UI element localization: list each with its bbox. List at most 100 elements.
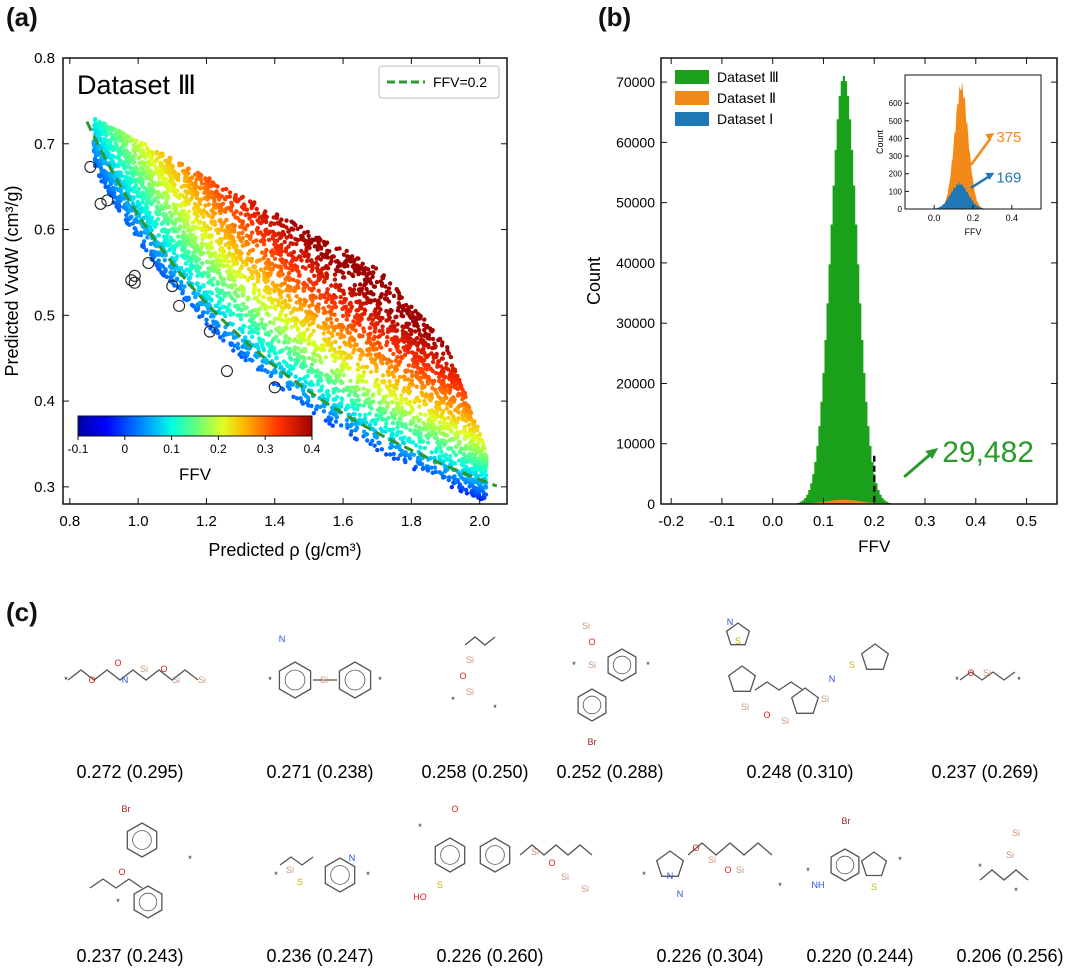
scatter-point	[339, 423, 344, 428]
scatter-point	[159, 168, 165, 174]
scatter-point	[172, 187, 177, 193]
scatter-point	[126, 187, 132, 193]
scatter-point	[295, 226, 300, 231]
atom-label: N	[349, 853, 356, 863]
scatter-point	[312, 273, 317, 278]
atom-label: Br	[588, 737, 597, 747]
scatter-point	[164, 197, 170, 202]
scatter-point	[177, 239, 182, 245]
scatter-point	[407, 389, 412, 394]
scatter-point	[291, 288, 296, 293]
scatter-point	[358, 282, 363, 287]
scatter-point	[197, 172, 203, 177]
scatter-point	[448, 354, 454, 360]
scatter-point	[324, 251, 330, 256]
scatter-point	[124, 200, 130, 205]
scatter-point	[403, 369, 409, 374]
ffv-value-label: 0.226 (0.304)	[656, 946, 763, 966]
scatter-point	[343, 304, 349, 309]
scatter-point	[336, 388, 341, 393]
scatter-point	[415, 343, 420, 348]
scatter-point	[231, 269, 237, 274]
aromatic-circle	[440, 845, 460, 865]
scatter-point	[199, 178, 204, 183]
scatter-point	[163, 205, 168, 210]
inset-annotation: 169	[996, 170, 1021, 187]
scatter-point	[215, 331, 221, 336]
scatter-point	[254, 206, 259, 212]
scatter-point	[376, 440, 381, 445]
scatter-point	[436, 337, 441, 343]
scatter-point	[387, 281, 393, 286]
scatter-point	[281, 359, 287, 364]
x-tick-label: 0.2	[864, 513, 885, 530]
scatter-cloud	[91, 116, 489, 502]
scatter-point	[180, 291, 185, 296]
scatter-point	[333, 295, 338, 300]
scatter-point	[123, 207, 129, 212]
scatter-point	[213, 320, 219, 325]
scatter-point	[215, 288, 220, 294]
scatter-point	[356, 373, 361, 378]
inset-area	[924, 182, 1003, 209]
highlighted-point	[128, 269, 141, 282]
scatter-point	[256, 274, 261, 279]
scatter-point	[154, 244, 159, 249]
scatter-point	[391, 293, 397, 299]
aromatic-circle	[330, 865, 350, 885]
x-tick-label: 1.6	[333, 513, 354, 530]
histogram-bar	[848, 500, 852, 504]
scatter-point	[298, 340, 304, 345]
scatter-point	[474, 462, 480, 467]
scatter-point	[379, 292, 384, 297]
scatter-point	[355, 320, 361, 325]
scatter-point	[148, 161, 153, 167]
scatter-point	[115, 155, 121, 161]
scatter-point	[182, 212, 187, 217]
scatter-point	[246, 251, 251, 256]
histogram-bar	[802, 500, 805, 504]
scatter-point	[332, 272, 338, 277]
x-tick-label: 0.4	[965, 513, 986, 530]
scatter-point	[241, 293, 246, 298]
scatter-point	[344, 313, 350, 318]
histogram-bar	[869, 446, 872, 504]
x-tick-label: 1.2	[196, 513, 217, 530]
scatter-point	[149, 215, 155, 220]
scatter-point	[156, 172, 162, 177]
scatter-point	[221, 338, 226, 343]
scatter-point	[214, 189, 219, 194]
scatter-point	[384, 421, 389, 426]
scatter-point	[331, 347, 337, 353]
scatter-point	[378, 318, 383, 323]
scatter-point	[313, 347, 318, 353]
bond-chain	[519, 844, 593, 856]
molecule-structure: OBr**	[89, 804, 192, 919]
histogram-bar	[875, 483, 878, 504]
scatter-point	[163, 242, 168, 247]
scatter-point	[268, 305, 273, 310]
scatter-point	[388, 452, 393, 457]
scatter-point	[222, 197, 228, 202]
scatter-point	[453, 444, 459, 450]
scatter-point	[218, 241, 223, 246]
scatter-point	[427, 396, 433, 401]
scatter-point	[442, 416, 447, 422]
scatter-point	[432, 387, 438, 392]
scatter-point	[264, 247, 269, 253]
scatter-point	[290, 241, 295, 246]
scatter-point	[254, 326, 260, 331]
histogram-bar	[861, 339, 864, 504]
molecule-structure: SiN* *	[268, 634, 382, 699]
scatter-point	[165, 221, 171, 226]
scatter-point	[252, 282, 257, 287]
scatter-point	[420, 427, 426, 432]
scatter-point	[379, 447, 385, 452]
scatter-point	[254, 354, 260, 360]
scatter-point	[261, 294, 266, 300]
scatter-point	[131, 167, 136, 172]
scatter-point	[297, 297, 303, 302]
scatter-point	[391, 427, 396, 432]
